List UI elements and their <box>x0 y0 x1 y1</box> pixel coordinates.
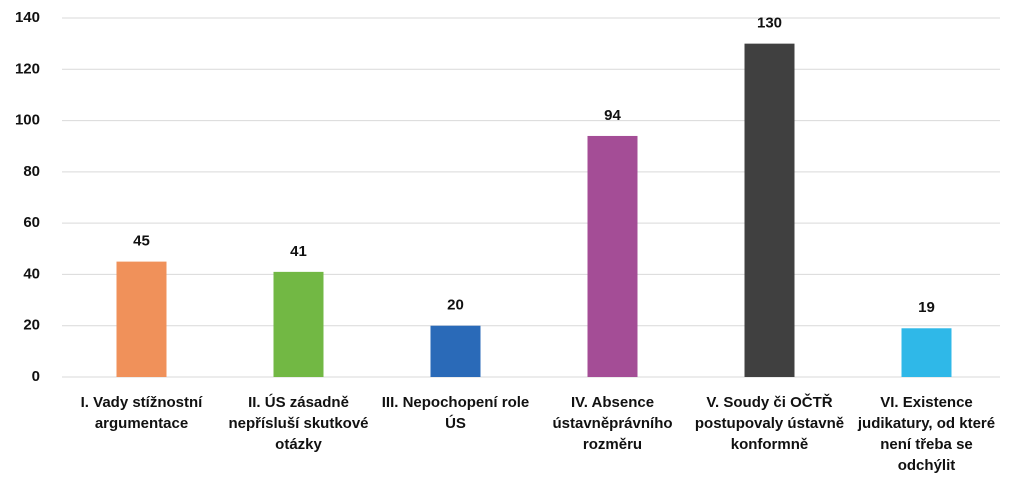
bar <box>901 328 952 377</box>
value-label: 45 <box>133 233 150 250</box>
x-tick-label: II. ÚS zásadně nepřísluší skutkové otázk… <box>228 394 369 453</box>
x-tick-label: VI. Existence judikatury, od které není … <box>857 394 996 474</box>
x-tick-label: III. Nepochopení role ÚS <box>381 394 530 432</box>
y-tick-label: 140 <box>15 9 40 26</box>
value-label: 19 <box>918 299 935 316</box>
y-tick-label: 20 <box>23 317 40 334</box>
x-tick-label: IV. Absence ústavněprávního rozměru <box>552 394 673 453</box>
value-label: 20 <box>447 297 464 314</box>
value-label: 41 <box>290 243 307 260</box>
y-tick-label: 100 <box>15 112 40 129</box>
y-tick-label: 40 <box>23 265 40 282</box>
bar <box>744 43 795 378</box>
bar <box>273 271 324 377</box>
bar <box>587 135 638 377</box>
value-label: 130 <box>757 15 782 32</box>
value-label: 94 <box>604 107 621 124</box>
bar <box>116 261 167 377</box>
x-tick-label: I. Vady stížnostní argumentace <box>80 394 203 432</box>
y-tick-label: 80 <box>23 163 40 180</box>
y-tick-label: 60 <box>23 214 40 231</box>
y-tick-label: 0 <box>32 368 40 385</box>
x-tick-label: V. Soudy či OČTŘ postupovaly ústavně kon… <box>694 394 845 453</box>
y-tick-label: 120 <box>15 60 40 77</box>
bar <box>430 325 481 377</box>
